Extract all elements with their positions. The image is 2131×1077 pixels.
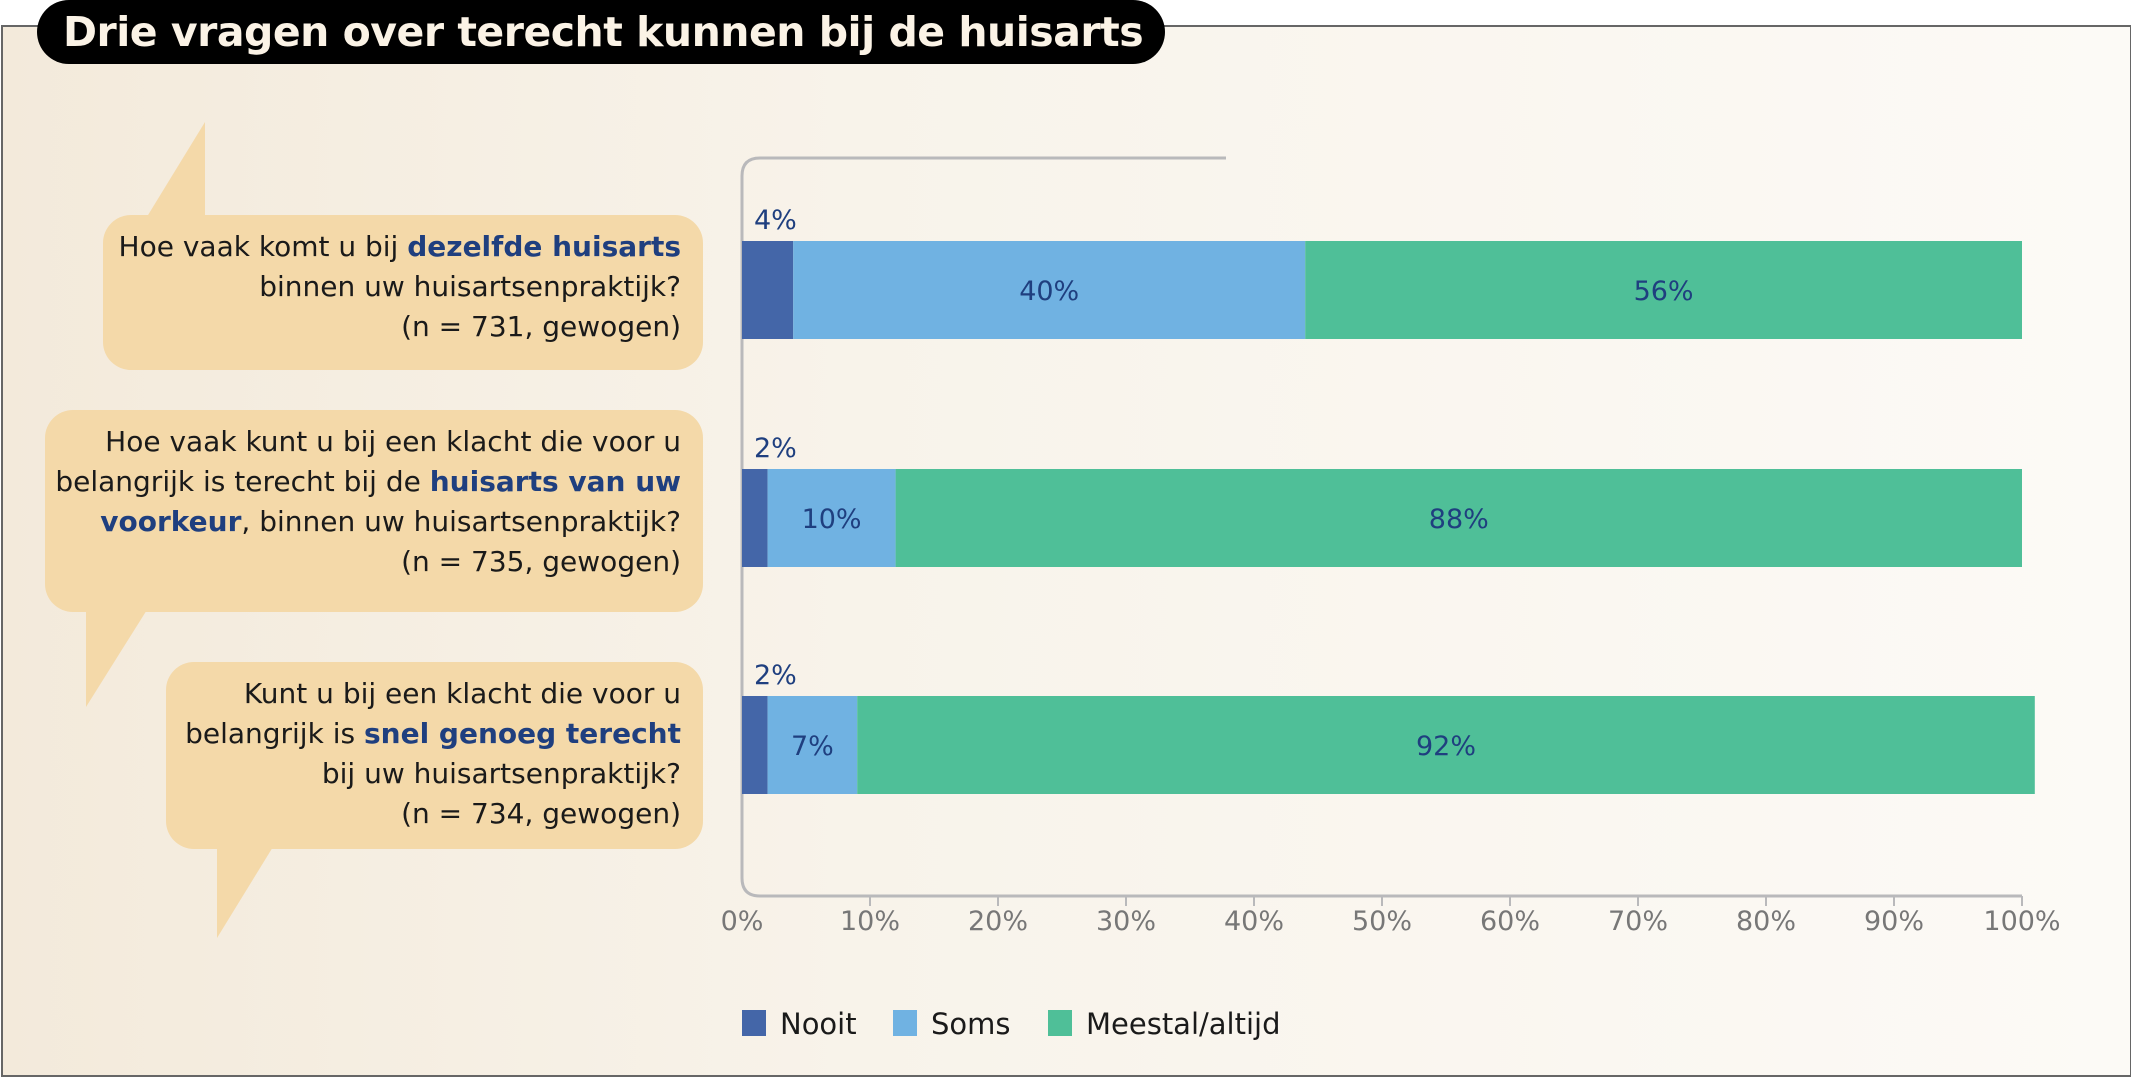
data-label: 4% xyxy=(754,205,797,236)
question-text: binnen uw huisartsenpraktijk? xyxy=(259,270,681,303)
bubble-tail-1 xyxy=(145,122,205,220)
bar-segment-meestal-altijd xyxy=(857,696,2035,794)
bar-segment-meestal-altijd xyxy=(1305,241,2022,339)
legend-swatch xyxy=(1048,1010,1072,1036)
x-tick-label: 0% xyxy=(721,906,764,937)
question-text: (n = 735, gewogen) xyxy=(401,545,681,578)
question-text: belangrijk is terecht bij de xyxy=(55,465,430,498)
data-label: 2% xyxy=(754,433,797,464)
x-tick-label: 30% xyxy=(1096,906,1156,937)
page-title: Drie vragen over terecht kunnen bij de h… xyxy=(37,0,1165,64)
question-text: (n = 734, gewogen) xyxy=(401,797,681,830)
question-bubble-1: Hoe vaak komt u bij dezelfde huisarts bin… xyxy=(103,215,703,370)
legend-label: Soms xyxy=(931,1007,1011,1041)
question-bubble-3: Kunt u bij een klacht die voor u belangri… xyxy=(166,662,703,849)
question-emphasis: huisarts van uw xyxy=(429,465,681,498)
data-label: 92% xyxy=(1416,731,1476,762)
data-label: 56% xyxy=(1634,276,1694,307)
legend-label: Nooit xyxy=(780,1007,857,1041)
question-bubble-2: Hoe vaak kunt u bij een klacht die voor … xyxy=(45,410,703,612)
x-tick-label: 70% xyxy=(1608,906,1668,937)
bar-segment-meestal-altijd xyxy=(895,469,2022,567)
question-text: Hoe vaak kunt u bij een klacht die voor … xyxy=(105,425,681,458)
question-emphasis: dezelfde huisarts xyxy=(407,230,681,263)
x-tick-label: 100% xyxy=(1983,906,2060,937)
bubble-tail-3 xyxy=(217,842,276,938)
bar-segment-nooit xyxy=(742,241,794,339)
question-text: Hoe vaak komt u bij xyxy=(118,230,408,263)
x-tick-label: 60% xyxy=(1480,906,1540,937)
question-text: (n = 731, gewogen) xyxy=(401,310,681,343)
question-emphasis: voorkeur xyxy=(100,505,242,538)
x-tick-label: 10% xyxy=(840,906,900,937)
data-label: 88% xyxy=(1429,504,1489,535)
bubble-tail-2 xyxy=(86,605,150,707)
x-tick-label: 50% xyxy=(1352,906,1412,937)
x-tick-label: 20% xyxy=(968,906,1028,937)
bar-segment-soms xyxy=(767,469,896,567)
legend-swatch xyxy=(742,1010,766,1036)
question-text: Kunt u bij een klacht die voor u xyxy=(243,677,681,710)
data-label: 2% xyxy=(754,660,797,691)
data-label: 40% xyxy=(1019,276,1079,307)
data-label: 7% xyxy=(791,731,834,762)
bar-segment-nooit xyxy=(742,469,768,567)
x-tick-label: 80% xyxy=(1736,906,1796,937)
legend-swatch xyxy=(893,1010,917,1036)
question-text: bij uw huisartsenpraktijk? xyxy=(321,757,681,790)
bar-segment-soms xyxy=(793,241,1306,339)
x-tick-label: 90% xyxy=(1864,906,1924,937)
question-text: , binnen uw huisartsenpraktijk? xyxy=(241,505,681,538)
question-text: belangrijk is xyxy=(185,717,364,750)
bar-segment-nooit xyxy=(742,696,768,794)
bar-segment-soms xyxy=(767,696,858,794)
data-label: 10% xyxy=(802,504,862,535)
legend-label: Meestal/altijd xyxy=(1086,1007,1281,1041)
x-tick-label: 40% xyxy=(1224,906,1284,937)
question-emphasis: snel genoeg terecht xyxy=(363,717,681,750)
